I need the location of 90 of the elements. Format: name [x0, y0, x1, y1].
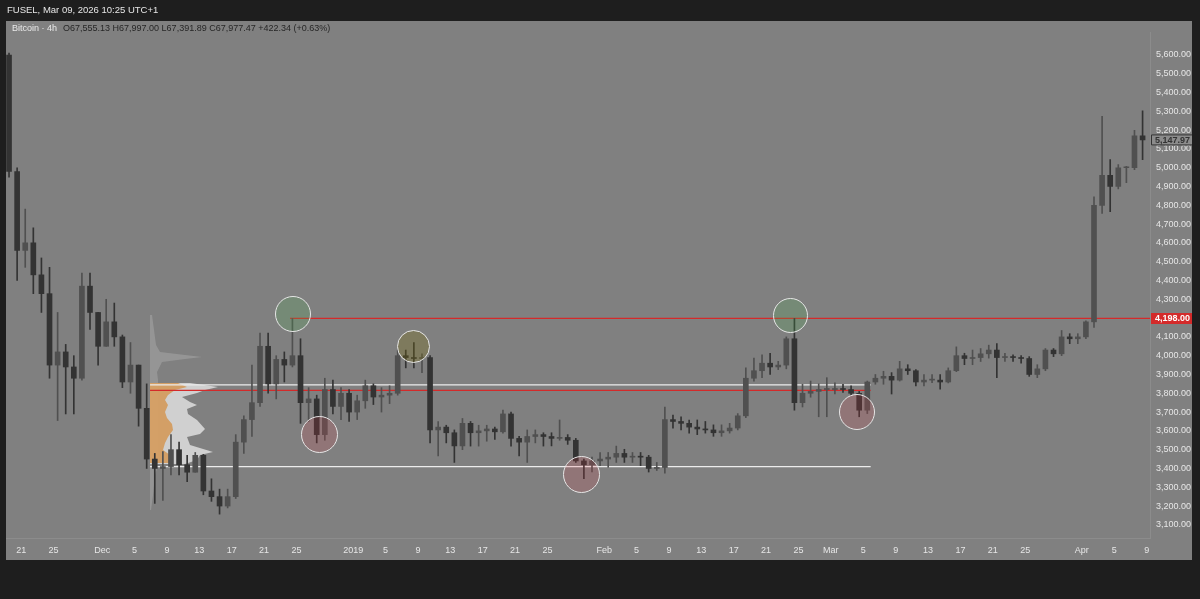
x-tick-label: Dec — [94, 544, 111, 555]
chart-title: Bitcoin · 4h — [12, 23, 58, 33]
y-tick-label: 4,900.00 — [1156, 181, 1192, 192]
x-tick-label: 9 — [893, 544, 899, 555]
x-tick-label: 21 — [987, 544, 998, 555]
y-tick-label: 5,000.00 — [1156, 162, 1192, 173]
candlestick — [419, 353, 425, 373]
y-tick-label: 4,600.00 — [1156, 237, 1192, 248]
candlestick — [653, 462, 660, 471]
x-tick-label: 25 — [291, 544, 302, 555]
candlestick — [62, 344, 69, 415]
y-tick-label: 3,800.00 — [1156, 387, 1192, 398]
x-tick-label: 17 — [728, 544, 739, 555]
y-tick-label: 4,800.00 — [1156, 199, 1192, 210]
y-tick-label: 5,600.00 — [1156, 49, 1192, 60]
candlestick — [767, 352, 773, 375]
x-tick-label: 13 — [445, 544, 456, 555]
x-tick-label: 17 — [955, 544, 966, 555]
data-label: 4,198.00 — [1155, 313, 1191, 324]
x-tick-label: 5 — [1111, 544, 1117, 555]
x-tick-label: 25 — [1020, 544, 1031, 555]
x-tick-label: 25 — [793, 544, 804, 555]
y-tick-label: 4,100.00 — [1156, 331, 1192, 342]
candlestick — [1107, 159, 1114, 213]
x-tick-label: 5 — [634, 544, 640, 555]
candlestick — [524, 429, 531, 463]
candlestick — [151, 453, 158, 504]
y-tick-label: 4,400.00 — [1156, 274, 1192, 285]
x-tick-label: 17 — [477, 544, 488, 555]
candlestick — [70, 355, 77, 415]
x-tick-label: 9 — [1144, 544, 1150, 555]
x-tick-label: 21 — [259, 544, 270, 555]
y-tick-label: 5,500.00 — [1156, 68, 1192, 79]
y-tick-label: 5,400.00 — [1156, 87, 1192, 98]
candlestick — [678, 416, 684, 431]
y-tick-label: 4,000.00 — [1156, 350, 1192, 361]
candlestick — [160, 451, 166, 501]
candlestick — [492, 426, 498, 440]
x-tick-label: 25 — [542, 544, 553, 555]
x-tick-label: 5 — [132, 544, 138, 555]
x-tick-label: 25 — [48, 544, 59, 555]
y-tick-label: 3,500.00 — [1156, 444, 1192, 455]
x-tick-label: 13 — [194, 544, 205, 555]
x-tick-label: 5 — [383, 544, 389, 555]
x-tick-label: 5 — [860, 544, 866, 555]
x-tick-label: 9 — [666, 544, 672, 555]
candlestick — [281, 351, 288, 383]
y-tick-label: 3,200.00 — [1156, 500, 1192, 511]
x-tick-label: 21 — [761, 544, 772, 555]
x-tick-label: 13 — [696, 544, 707, 555]
candlestick — [823, 377, 830, 418]
candlestick — [402, 349, 409, 369]
candlestick — [435, 421, 441, 457]
candlestick — [1002, 352, 1008, 362]
text: FUSEL, Mar 09, 2026 10:25 UTC+1 — [7, 4, 159, 15]
candlestick — [994, 343, 1000, 378]
candlestick — [840, 383, 846, 393]
y-tick-label: 3,300.00 — [1156, 481, 1192, 492]
candlestick — [22, 208, 29, 268]
x-tick-label: 9 — [415, 544, 421, 555]
y-tick-label: 5,300.00 — [1156, 105, 1192, 116]
y-tick-label: 4,300.00 — [1156, 293, 1192, 304]
candlestick — [249, 364, 255, 437]
y-tick-label: 3,900.00 — [1156, 368, 1192, 379]
candlestick — [581, 458, 587, 479]
x-tick-label: 9 — [164, 544, 170, 555]
candlestick — [832, 382, 838, 395]
x-tick-label: Apr — [1074, 544, 1089, 555]
y-tick-label: 4,700.00 — [1156, 218, 1192, 229]
candlestick — [516, 435, 522, 457]
y-tick-label: 3,100.00 — [1156, 519, 1192, 530]
x-tick-label: 21 — [510, 544, 521, 555]
chart-subtitle: O67,555.13 H67,997.00 L67,391.89 C67,977.47 +422.34 (+0.63%) — [63, 23, 331, 33]
text: 5,147.97 — [1155, 134, 1191, 145]
x-tick-label: Mar — [823, 544, 839, 555]
candlestick — [1018, 355, 1024, 364]
x-tick-label: 21 — [16, 544, 27, 555]
y-tick-label: 4,500.00 — [1156, 256, 1192, 267]
y-tick-label: 3,600.00 — [1156, 425, 1192, 436]
y-tick-label: 5,100.00 — [1156, 143, 1192, 154]
x-tick-label: Feb — [596, 544, 612, 555]
y-tick-label: 3,400.00 — [1156, 462, 1192, 473]
y-tick-label: 5,200.00 — [1156, 124, 1192, 135]
x-tick-label: 13 — [923, 544, 934, 555]
candlestick — [670, 414, 676, 429]
y-tick-label: 3,700.00 — [1156, 406, 1192, 417]
x-tick-label: 17 — [226, 544, 237, 555]
candlestick — [411, 342, 417, 369]
x-tick-label: 2019 — [343, 544, 364, 555]
candlestick — [815, 383, 822, 418]
